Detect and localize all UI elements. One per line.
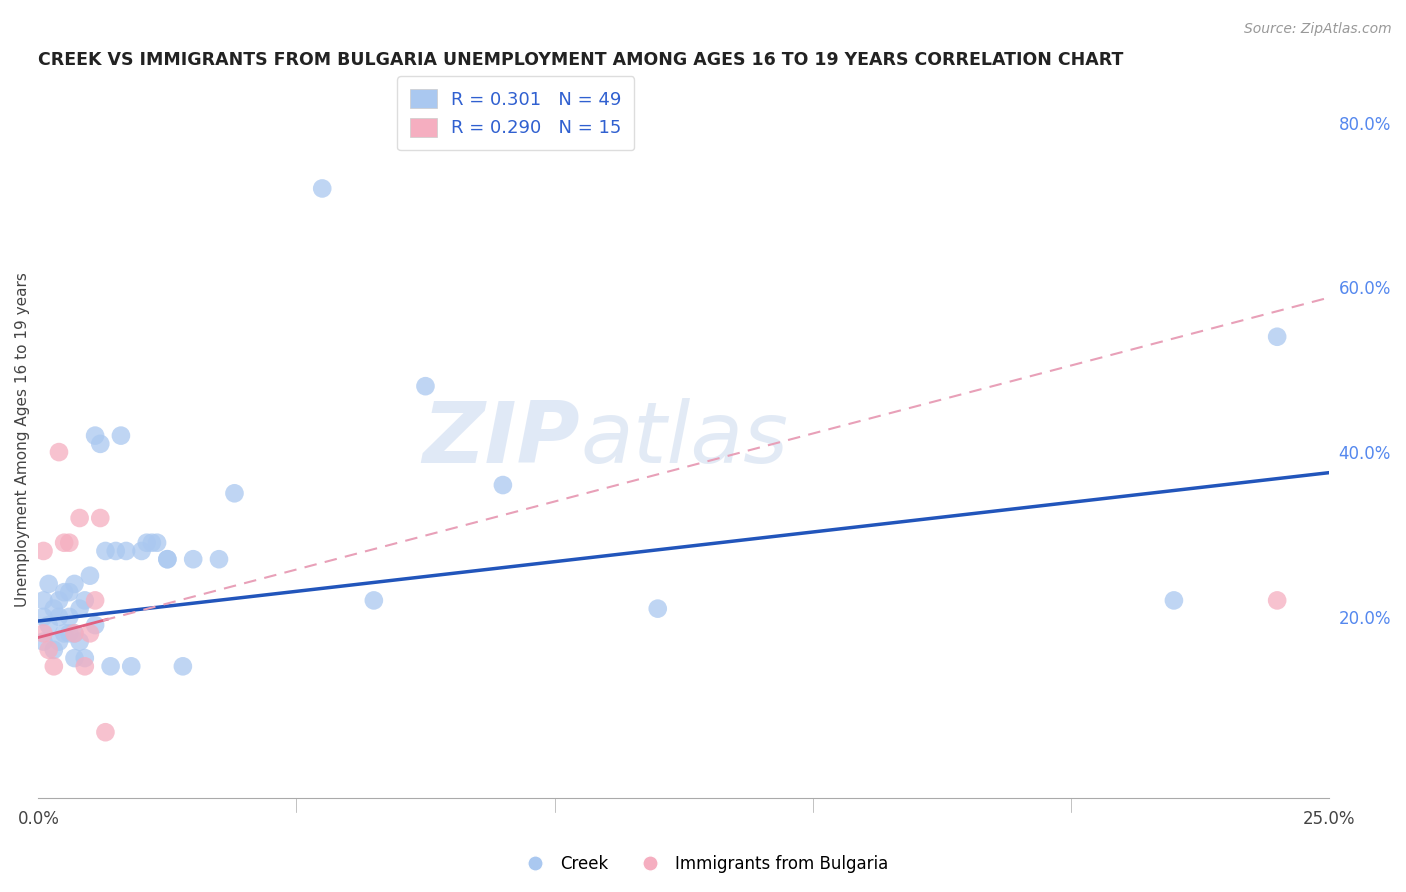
Point	[104, 544, 127, 558]
Point	[53, 626, 76, 640]
Text: ZIP: ZIP	[423, 398, 581, 482]
Point	[110, 428, 132, 442]
Point	[100, 659, 122, 673]
Point	[156, 552, 179, 566]
Point	[69, 634, 91, 648]
Point	[84, 593, 107, 607]
Point	[63, 577, 86, 591]
Point	[69, 601, 91, 615]
Point	[58, 535, 80, 549]
Point	[32, 544, 55, 558]
Point	[32, 626, 55, 640]
Point	[156, 552, 179, 566]
Point	[181, 552, 204, 566]
Point	[42, 643, 65, 657]
Point	[38, 618, 60, 632]
Point	[415, 379, 437, 393]
Point	[89, 511, 111, 525]
Text: Source: ZipAtlas.com: Source: ZipAtlas.com	[1244, 22, 1392, 37]
Point	[38, 643, 60, 657]
Point	[363, 593, 385, 607]
Point	[94, 544, 117, 558]
Point	[492, 478, 515, 492]
Point	[115, 544, 138, 558]
Point	[146, 535, 169, 549]
Point	[120, 659, 142, 673]
Point	[1265, 593, 1288, 607]
Point	[69, 511, 91, 525]
Point	[141, 535, 163, 549]
Point	[79, 626, 101, 640]
Point	[224, 486, 246, 500]
Point	[94, 725, 117, 739]
Legend: Creek, Immigrants from Bulgaria: Creek, Immigrants from Bulgaria	[512, 848, 894, 880]
Point	[1265, 330, 1288, 344]
Point	[48, 593, 70, 607]
Point	[84, 428, 107, 442]
Point	[63, 626, 86, 640]
Point	[73, 593, 96, 607]
Text: atlas: atlas	[581, 398, 789, 482]
Point	[53, 585, 76, 599]
Point	[42, 659, 65, 673]
Y-axis label: Unemployment Among Ages 16 to 19 years: Unemployment Among Ages 16 to 19 years	[15, 272, 30, 607]
Point	[58, 610, 80, 624]
Point	[647, 601, 669, 615]
Point	[53, 535, 76, 549]
Point	[32, 634, 55, 648]
Point	[208, 552, 231, 566]
Point	[63, 651, 86, 665]
Point	[42, 601, 65, 615]
Point	[73, 651, 96, 665]
Point	[48, 610, 70, 624]
Point	[63, 626, 86, 640]
Point	[84, 618, 107, 632]
Point	[58, 585, 80, 599]
Point	[311, 181, 333, 195]
Point	[135, 535, 157, 549]
Point	[1163, 593, 1185, 607]
Point	[172, 659, 194, 673]
Point	[48, 445, 70, 459]
Legend: R = 0.301   N = 49, R = 0.290   N = 15: R = 0.301 N = 49, R = 0.290 N = 15	[398, 76, 634, 150]
Point	[58, 626, 80, 640]
Point	[73, 659, 96, 673]
Point	[79, 568, 101, 582]
Point	[131, 544, 153, 558]
Point	[32, 593, 55, 607]
Point	[89, 437, 111, 451]
Point	[32, 610, 55, 624]
Point	[48, 634, 70, 648]
Point	[38, 577, 60, 591]
Text: CREEK VS IMMIGRANTS FROM BULGARIA UNEMPLOYMENT AMONG AGES 16 TO 19 YEARS CORRELA: CREEK VS IMMIGRANTS FROM BULGARIA UNEMPL…	[38, 51, 1123, 69]
